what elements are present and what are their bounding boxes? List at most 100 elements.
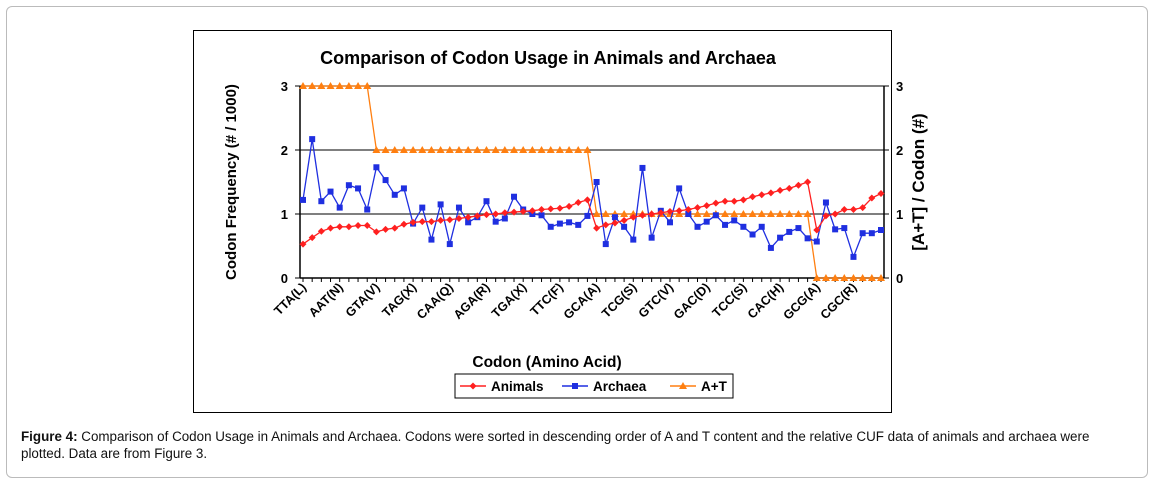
data-point-animals [794,181,802,189]
data-point-archaea [841,225,848,232]
data-point-animals [684,206,692,214]
data-point-at [766,210,775,217]
x-tick-label: GCA(A) [561,280,603,322]
data-point-at [592,210,601,217]
data-point-archaea [446,241,453,248]
data-point-animals [758,191,766,199]
data-point-archaea [400,185,407,192]
data-point-at [454,146,463,153]
y-tick-label: 0 [281,271,288,286]
data-point-archaea [345,182,352,189]
data-point-archaea [703,218,710,225]
data-point-at [748,210,757,217]
data-point-at [776,210,785,217]
figure-caption: Figure 4: Comparison of Codon Usage in A… [21,428,1136,462]
data-point-animals [593,224,601,232]
y-tick-label: 1 [281,207,288,222]
data-point-archaea [712,212,719,219]
data-point-archaea [813,238,820,245]
legend-marker [679,382,687,389]
data-point-at [399,146,408,153]
chart-title: Comparison of Codon Usage in Animals and… [320,48,777,68]
data-point-at [354,82,363,89]
data-point-archaea [666,219,673,226]
data-point-animals [391,224,399,232]
data-point-at [546,146,555,153]
data-point-animals [813,226,821,234]
data-point-archaea [621,223,628,230]
data-point-at [629,210,638,217]
data-point-at [436,146,445,153]
data-point-at [390,146,399,153]
data-point-animals [510,208,518,216]
y2-axis-title: [A+T] / Codon (#) [909,113,928,250]
data-point-archaea [300,196,306,203]
y2-tick-label: 1 [896,207,903,222]
caption-text: Comparison of Codon Usage in Animals and… [21,429,1090,461]
data-point-at [730,210,739,217]
data-point-archaea [602,241,609,248]
data-point-archaea [428,236,435,243]
y-axis-title: Codon Frequency (# / 1000) [223,84,240,280]
data-point-at [721,210,730,217]
data-point-animals [675,207,683,215]
data-point-archaea [648,234,655,241]
data-point-at [620,210,629,217]
series-line-animals [302,181,882,245]
data-point-animals [840,206,848,214]
data-point-animals [336,223,344,231]
x-tick-label: TCC(S) [710,280,750,320]
data-point-at [565,146,574,153]
data-point-archaea [584,212,591,219]
data-point-at [445,146,454,153]
data-point-at [500,146,509,153]
data-point-animals [317,227,325,235]
x-tick-label: GTA(V) [343,280,383,320]
data-point-at [858,274,867,281]
x-tick-label: AAT(N) [306,280,346,320]
x-tick-label: CAA(Q) [414,280,456,322]
legend-marker [572,383,578,389]
data-point-animals [648,210,656,218]
data-point-at [757,210,766,217]
data-point-at [877,274,885,281]
data-point-animals [602,221,610,229]
data-point-at [555,146,564,153]
data-point-archaea [722,221,729,228]
data-point-animals [565,202,573,210]
data-point-animals [721,197,729,205]
data-point-archaea [639,164,646,171]
data-point-archaea [382,177,389,184]
data-point-archaea [832,226,839,233]
data-point-at [335,82,344,89]
data-point-animals [611,219,619,227]
data-point-at [821,274,830,281]
data-point-animals [363,222,371,230]
data-point-animals [547,205,555,213]
y-tick-label: 2 [281,143,288,158]
data-point-animals [712,199,720,207]
data-point-animals [574,198,582,206]
data-point-animals [519,207,527,215]
data-point-archaea [373,164,380,171]
y2-tick-label: 3 [896,79,903,94]
data-point-archaea [364,206,371,213]
data-point-animals [528,207,536,215]
data-point-archaea [501,215,508,222]
caption-label: Figure 4: [21,429,78,444]
data-point-animals [501,209,509,217]
data-point-at [739,210,748,217]
data-point-animals [327,224,335,232]
data-point-at [510,146,519,153]
data-point-archaea [465,219,472,226]
data-point-at [372,146,381,153]
data-point-at [519,146,528,153]
data-point-at [308,82,317,89]
x-tick-label: TGA(X) [489,280,529,320]
data-point-animals [785,184,793,192]
series-line-archaea [302,139,882,259]
data-point-at [840,274,849,281]
data-point-animals [730,197,738,205]
data-point-at [831,274,840,281]
data-point-at [601,210,610,217]
